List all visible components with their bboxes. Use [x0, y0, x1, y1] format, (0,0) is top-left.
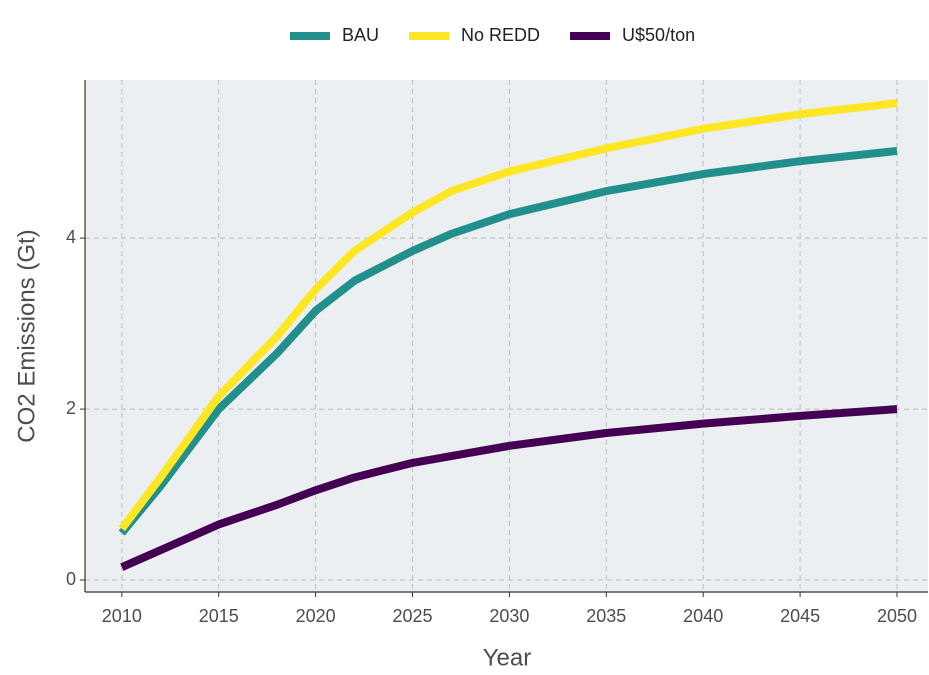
- x-tick-label: 2040: [683, 606, 723, 626]
- x-tick-label: 2050: [877, 606, 917, 626]
- x-axis-label: Year: [483, 644, 532, 671]
- x-tick-label: 2035: [586, 606, 626, 626]
- x-tick-label: 2010: [102, 606, 142, 626]
- line-series: [120, 405, 898, 571]
- line-series: [118, 146, 898, 536]
- y-tick-label: 0: [66, 569, 76, 589]
- x-tick-label: 2030: [489, 606, 529, 626]
- legend-label: No REDD: [461, 25, 540, 45]
- y-tick-label: 2: [66, 398, 76, 418]
- x-tick-label: 2025: [392, 606, 432, 626]
- x-tick-label: 2045: [780, 606, 820, 626]
- legend-label: U$50/ton: [622, 25, 695, 45]
- x-tick-label: 2020: [296, 606, 336, 626]
- y-tick-label: 4: [66, 227, 76, 247]
- x-tick-label: 2015: [199, 606, 239, 626]
- legend-label: BAU: [342, 25, 379, 45]
- plot-panel: [85, 80, 928, 592]
- y-axis-label: CO2 Emissions (Gt): [13, 229, 40, 442]
- line-series: [118, 99, 898, 532]
